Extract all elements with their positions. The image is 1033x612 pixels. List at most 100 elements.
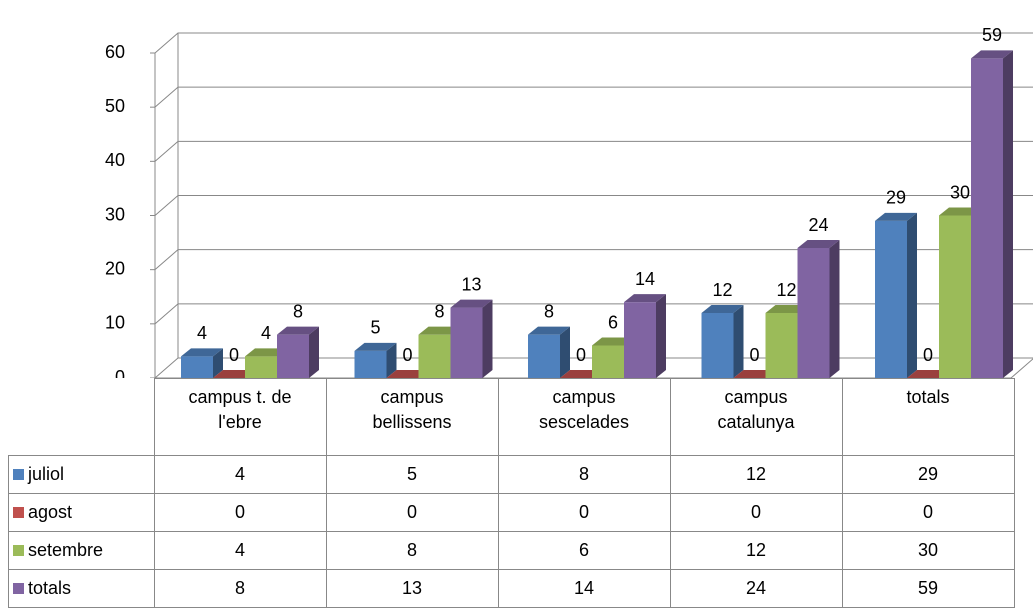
table-value: 8	[153, 569, 327, 608]
category-cell: campus bellissens	[325, 378, 499, 456]
data-label: 12	[776, 280, 796, 300]
legend-entry: setembre	[8, 531, 155, 570]
header-row: campus t. de l'ebre campus bellissens camp…	[9, 378, 1015, 456]
legend-swatch	[13, 507, 24, 518]
bar	[386, 370, 429, 378]
bar	[181, 348, 223, 378]
bar-front	[181, 356, 213, 378]
bar	[213, 370, 255, 378]
table-value: 30	[841, 531, 1015, 570]
bar-front	[592, 345, 624, 378]
table-value: 29	[841, 455, 1015, 494]
table-value: 0	[325, 493, 499, 532]
bar	[450, 299, 493, 378]
table-value: 8	[497, 455, 671, 494]
data-label: 0	[749, 345, 759, 365]
y-tick-label: 10	[105, 313, 125, 333]
bar-top	[592, 337, 634, 346]
data-label: 30	[950, 182, 970, 202]
bar-side	[309, 326, 319, 378]
table-value: 24	[669, 569, 843, 608]
bar-front	[875, 220, 907, 378]
bar	[875, 212, 917, 378]
legend-label: juliol	[28, 464, 65, 484]
bar-front	[418, 334, 451, 378]
bar-top	[907, 370, 949, 378]
bar-top	[450, 299, 493, 308]
legend-label: totals	[28, 578, 72, 598]
data-label: 0	[402, 345, 412, 365]
bar-front	[277, 334, 309, 378]
bar-side	[560, 326, 570, 378]
table-value: 0	[153, 493, 327, 532]
bar	[354, 342, 397, 378]
bar-top	[701, 305, 744, 313]
y-tick-label: 40	[105, 150, 125, 170]
category-cell: totals	[841, 378, 1015, 456]
bar	[277, 326, 319, 378]
bar	[733, 370, 776, 378]
x-tick-label: campus bellissens	[372, 387, 452, 432]
bar-top	[971, 50, 1013, 59]
bar-side	[829, 240, 840, 378]
bar-front	[939, 215, 971, 378]
y-tick-label: 20	[105, 258, 125, 278]
bar-side	[1003, 50, 1013, 378]
bar-top	[418, 326, 461, 335]
legend-entry: totals	[8, 569, 155, 608]
data-label: 0	[576, 345, 586, 365]
bar	[624, 294, 666, 378]
grid-line	[154, 249, 1033, 271]
x-tick-label: totals	[906, 387, 950, 407]
bar-top	[528, 326, 570, 335]
data-label: 6	[608, 312, 618, 332]
bar-top	[797, 240, 840, 248]
bar-front	[624, 302, 656, 378]
data-label: 0	[229, 345, 239, 365]
grid-line	[154, 32, 1033, 54]
table-row: agost 0 0 0 0 0	[8, 493, 1015, 532]
bar-top	[624, 294, 666, 303]
bar-side	[213, 348, 223, 378]
bar-front	[245, 356, 277, 378]
bar-side	[482, 299, 493, 378]
bar-top	[765, 305, 808, 313]
legend-swatch	[13, 545, 24, 556]
data-label: 29	[886, 188, 906, 208]
table-value: 6	[497, 531, 671, 570]
bar-top	[939, 207, 981, 216]
bar-top	[386, 370, 429, 378]
data-label: 24	[808, 215, 828, 235]
y-tick-label: 60	[105, 42, 125, 62]
data-label: 4	[197, 323, 207, 343]
table-row: totals 8 13 14 24 59	[8, 569, 1015, 608]
table-value: 0	[669, 493, 843, 532]
legend-swatch	[13, 583, 24, 594]
bar-top	[733, 370, 776, 378]
data-label: 0	[923, 345, 933, 365]
bar-side	[733, 305, 744, 378]
table-value: 4	[153, 455, 327, 494]
data-label: 5	[370, 318, 380, 338]
legend-label: agost	[28, 502, 73, 522]
grid-line	[154, 140, 1033, 162]
table-value: 59	[841, 569, 1015, 608]
table-row: juliol 4 5 8 12 29	[8, 455, 1015, 494]
x-tick-label: campus catalunya	[717, 387, 795, 432]
table-value: 5	[325, 455, 499, 494]
legend-label: setembre	[28, 540, 104, 560]
bar	[701, 305, 744, 378]
legend-entry: juliol	[8, 455, 155, 494]
bar-side	[386, 342, 397, 378]
bar	[528, 326, 570, 378]
plot: 0102030405060404850813806141201224290305…	[105, 25, 1033, 378]
x-tick-label: campus sescelades	[538, 387, 630, 432]
bar	[797, 240, 840, 378]
bar-side	[656, 294, 666, 378]
bar-top	[354, 342, 397, 351]
grid-line	[154, 357, 1033, 378]
legend-entry: agost	[8, 493, 155, 532]
floor	[155, 358, 1033, 378]
table-value: 12	[669, 531, 843, 570]
